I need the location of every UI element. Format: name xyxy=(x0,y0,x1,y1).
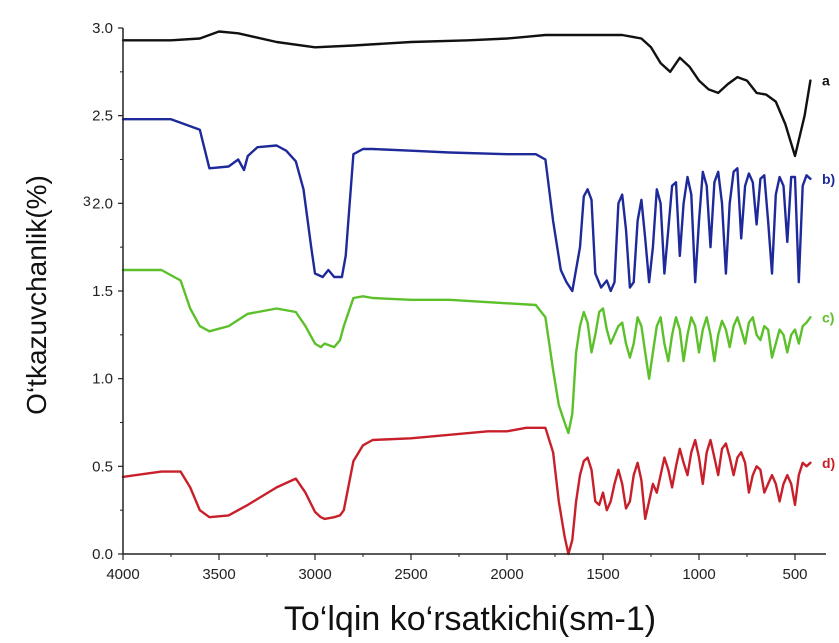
y-tick-label: 0.5 xyxy=(92,458,113,475)
y-tick-label: 0.0 xyxy=(92,546,113,563)
series-label-1: a xyxy=(822,73,830,89)
series-line-3 xyxy=(121,268,812,435)
ticks-layer: 0.0 0.5 1.0 1.5 2.0 2.5 3.0 4000 3500 3000 2500 200… xyxy=(92,20,807,583)
series-label-3: c) xyxy=(822,309,834,325)
x-tick-label: 3000 xyxy=(298,566,331,583)
y-tick-label: 1.5 xyxy=(92,283,113,300)
y-axis-title: O‘tkazuvchanlik(%) xyxy=(21,175,52,415)
x-tick-label: 2500 xyxy=(394,566,427,583)
y-tick-label: 3.0 xyxy=(92,20,113,37)
x-tick-label: 1000 xyxy=(682,566,715,583)
series-line-2 xyxy=(121,117,812,293)
y-tick-label: 2.5 xyxy=(92,108,113,125)
y-tick-label: 2.0 xyxy=(92,195,113,212)
stray-y-label: 3 xyxy=(83,193,91,209)
series-labels: a b) c) d) xyxy=(822,73,835,471)
series-line-4 xyxy=(121,426,812,556)
series-label-2: b) xyxy=(822,171,835,187)
x-tick-label: 2000 xyxy=(490,566,523,583)
series-line-1 xyxy=(121,30,812,158)
series-layer xyxy=(121,30,812,556)
x-axis-title: To‘lqin ko‘rsatkichi(sm-1) xyxy=(284,600,656,638)
y-tick-label: 1.0 xyxy=(92,371,113,388)
axes-layer xyxy=(122,28,826,555)
x-tick-label: 3500 xyxy=(202,566,235,583)
x-tick-label: 500 xyxy=(782,566,807,583)
series-label-4: d) xyxy=(822,455,835,471)
x-tick-label: 4000 xyxy=(106,566,139,583)
x-tick-label: 1500 xyxy=(586,566,619,583)
